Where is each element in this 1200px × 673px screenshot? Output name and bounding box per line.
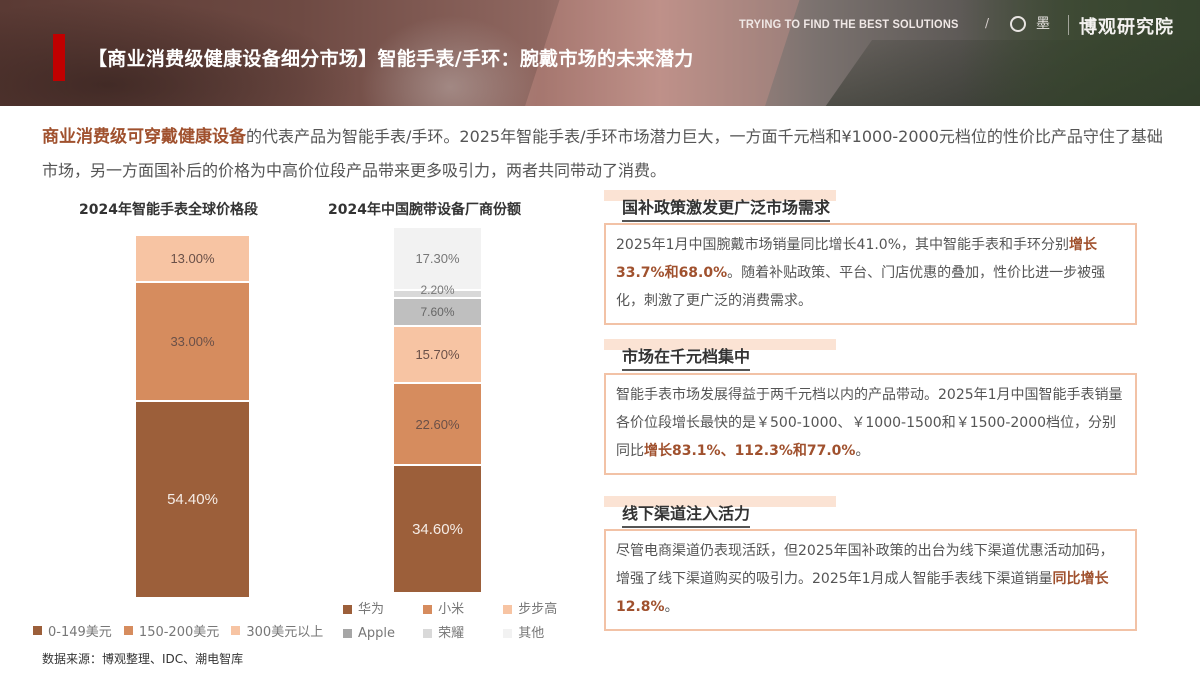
logo-divider <box>1068 15 1069 35</box>
legend-swatch-icon <box>423 605 433 614</box>
chart2-segment-xiaomi: 22.60% <box>394 384 481 466</box>
header-banner: 【商业消费级健康设备细分市场】智能手表/手环：腕戴市场的未来潜力 TRYING … <box>0 0 1200 106</box>
chart2-segment-honor: 2.20% <box>394 283 481 299</box>
section-box-offline: 尽管电商渠道仍表现活跃，但2025年国补政策的出台为线下渠道优惠活动加码，增强了… <box>604 529 1137 631</box>
legend-swatch-icon <box>503 605 513 614</box>
intro-paragraph: 商业消费级可穿戴健康设备的代表产品为智能手表/手环。2025年智能手表/手环市场… <box>42 120 1172 187</box>
chart1-segment-300-plus: 13.00% <box>136 236 249 283</box>
legend-item-xiaomi: 小米 <box>423 598 491 621</box>
legend-swatch-icon <box>343 629 352 638</box>
legend-swatch-icon <box>123 626 133 635</box>
chart2-segment-bbk: 15.70% <box>394 327 481 384</box>
legend-item-300-plus: 300美元以上 <box>231 621 323 640</box>
tagline-separator: / <box>985 16 990 30</box>
intro-highlight: 商业消费级可穿戴健康设备 <box>42 127 246 147</box>
chart2-stacked-bar: 17.30% 2.20% 7.60% 15.70% 22.60% 34.60% <box>394 228 481 592</box>
chart1-segment-150-200: 33.00% <box>136 283 249 402</box>
legend-swatch-icon <box>503 629 513 638</box>
logo-seal-icon: 墨 <box>1036 16 1050 32</box>
chart1-title: 2024年智能手表全球价格段 <box>79 202 258 218</box>
legend-item-honor: 荣耀 <box>423 622 491 645</box>
legend-swatch-icon <box>33 626 42 635</box>
legend-swatch-icon <box>423 629 433 638</box>
heading-band <box>604 339 836 350</box>
legend-item-0-149: 0-149美元 <box>33 621 112 640</box>
heading-band <box>604 496 836 507</box>
legend-item-bbk: 步步高 <box>503 598 557 621</box>
page-title: 【商业消费级健康设备细分市场】智能手表/手环：腕戴市场的未来潜力 <box>88 48 694 70</box>
intro-text: 的代表产品为智能手表/手环。2025年智能手表/手环市场潜力巨大，一方面千元档和… <box>42 127 1163 180</box>
chart1-stacked-bar: 13.00% 33.00% 54.40% <box>136 236 249 597</box>
highlight-growth: 增长33.7%和68.0% <box>616 237 1098 281</box>
legend-swatch-icon <box>343 605 352 614</box>
chart2-title: 2024年中国腕带设备厂商份额 <box>328 202 521 218</box>
heading-band <box>604 190 836 201</box>
legend-item-apple: Apple <box>343 622 411 645</box>
title-accent-bar <box>53 34 65 81</box>
section-box-policy: 2025年1月中国腕戴市场销量同比增长41.0%，其中智能手表和手环分别增长33… <box>604 223 1137 325</box>
highlight-growth: 增长83.1%、112.3%和77.0% <box>644 443 856 459</box>
legend-item-other: 其他 <box>503 622 544 645</box>
chart1-segment-0-149: 54.40% <box>136 402 249 597</box>
data-source-note: 数据来源：博观整理、IDC、潮电智库 <box>42 652 244 666</box>
chart2-segment-apple: 7.60% <box>394 299 481 327</box>
brand-name: 博观研究院 <box>1079 17 1174 38</box>
tagline: TRYING TO FIND THE BEST SOLUTIONS <box>739 17 959 31</box>
highlight-growth: 同比增长12.8% <box>616 571 1109 615</box>
section-box-price-band: 智能手表市场发展得益于两千元档以内的产品带动。2025年1月中国智能手表销量各价… <box>604 373 1137 475</box>
chart2-segment-other: 17.30% <box>394 228 481 291</box>
legend-swatch-icon <box>231 626 241 635</box>
chart2-legend: 华为 小米 步步高 Apple 荣耀 其他 <box>343 598 583 646</box>
legend-item-huawei: 华为 <box>343 598 411 621</box>
chart1-legend: 0-149美元 150-200美元 300美元以上 <box>33 621 331 640</box>
banner-green-facet <box>960 0 1200 106</box>
logo-circle-icon <box>1010 16 1026 32</box>
legend-item-150-200: 150-200美元 <box>123 621 219 640</box>
chart2-segment-huawei: 34.60% <box>394 466 481 592</box>
banner-mist <box>360 15 540 106</box>
